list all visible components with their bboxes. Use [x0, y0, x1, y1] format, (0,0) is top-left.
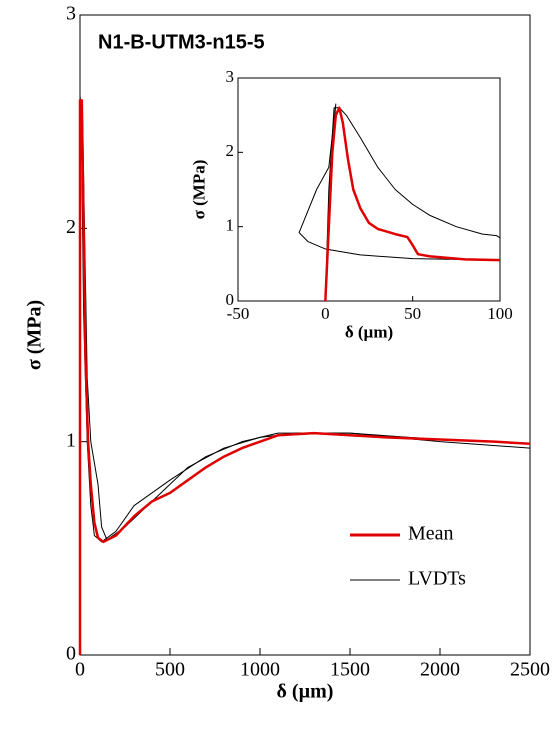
x-tick-label: 50 [404, 304, 421, 323]
y-tick-label: 2 [66, 216, 76, 238]
series-line [78, 99, 531, 655]
x-tick-label: 2000 [420, 659, 460, 681]
y-axis-label: σ (MPa) [190, 160, 209, 220]
chart-title: N1-B-UTM3-n15-5 [98, 31, 265, 53]
x-tick-label: -50 [227, 304, 250, 323]
x-tick-label: 1500 [330, 659, 370, 681]
x-axis-label: δ (µm) [277, 681, 334, 703]
series-line [324, 106, 501, 302]
y-tick-label: 3 [226, 67, 235, 86]
x-tick-label: 2500 [510, 659, 550, 681]
plot-frame [237, 77, 501, 302]
y-tick-label: 0 [66, 643, 76, 665]
x-tick-label: 1000 [240, 659, 280, 681]
x-tick-label: 500 [155, 659, 185, 681]
y-axis-label: σ (MPa) [24, 300, 46, 370]
legend-label: LVDTs [408, 568, 466, 590]
y-tick-label: 0 [226, 290, 235, 309]
x-tick-label: 0 [321, 304, 330, 323]
x-tick-label: 100 [487, 304, 513, 323]
x-tick-label: 0 [75, 659, 85, 681]
x-axis-label: δ (µm) [345, 323, 393, 342]
legend-label: Mean [408, 523, 454, 545]
y-tick-label: 1 [226, 216, 235, 235]
y-tick-label: 1 [66, 429, 76, 451]
y-tick-label: 2 [226, 141, 235, 160]
y-tick-label: 3 [66, 3, 76, 25]
